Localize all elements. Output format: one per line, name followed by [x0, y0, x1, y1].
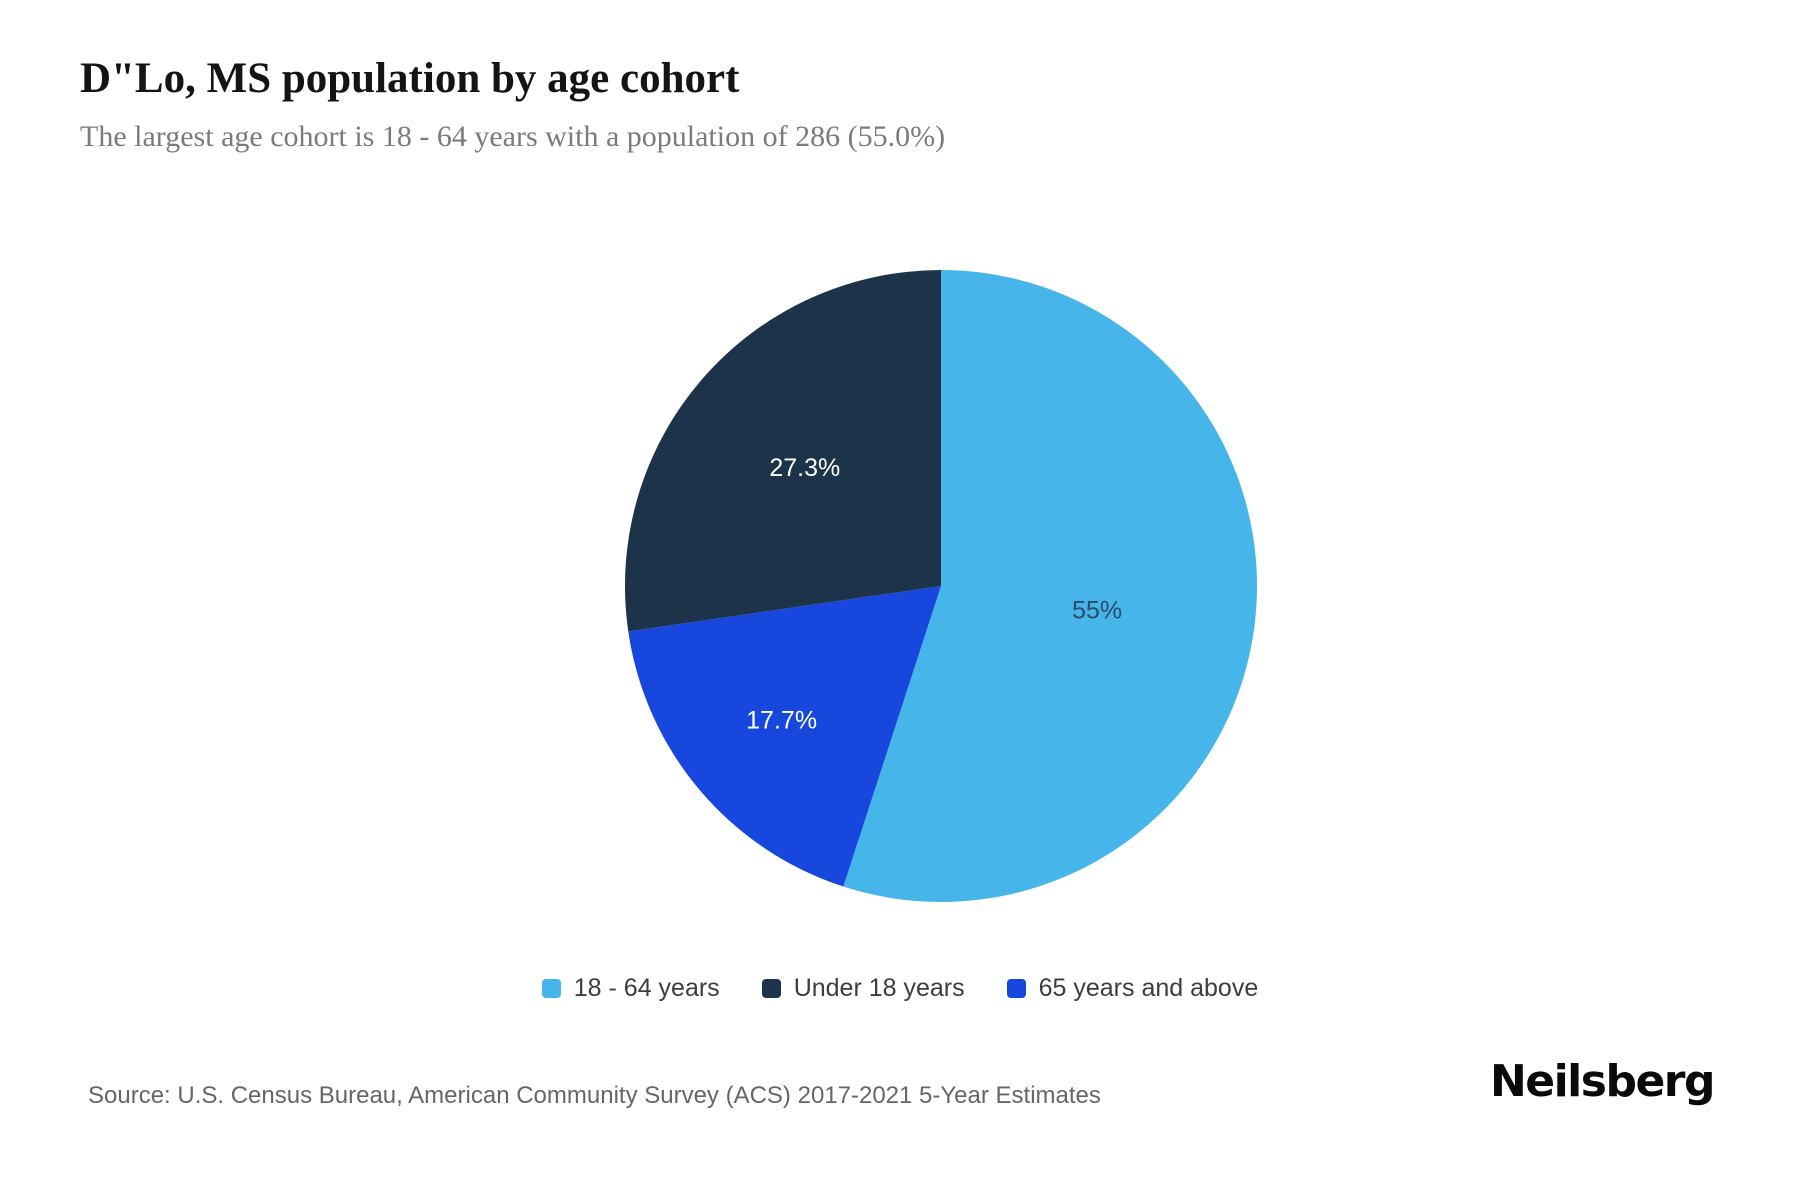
pie-slice-under-18-years[interactable]: [624, 270, 941, 632]
pie-slice-label: 17.7%: [746, 706, 817, 734]
pie-slice-label: 55%: [1072, 597, 1122, 625]
legend-swatch-icon: [1006, 979, 1026, 998]
legend-swatch-icon: [761, 979, 781, 998]
pie-slice-18-64-years[interactable]: [843, 270, 1258, 903]
legend-item-18-64-years[interactable]: 18 - 64 years: [541, 974, 720, 1003]
pie-slice-65-years-and-above[interactable]: [628, 586, 941, 887]
legend-label: 65 years and above: [1038, 974, 1259, 1002]
source-attribution: Source: U.S. Census Bureau, American Com…: [88, 1082, 1101, 1109]
legend-label: 18 - 64 years: [573, 974, 720, 1002]
legend-item-under-18-years[interactable]: Under 18 years: [761, 974, 965, 1003]
brand-logo: Neilsberg: [1489, 1056, 1716, 1107]
legend-label: Under 18 years: [793, 974, 965, 1002]
legend: 18 - 64 years Under 18 years 65 years an…: [0, 974, 1800, 1003]
pie-chart: 55% 17.7% 27.3%: [624, 270, 1258, 903]
chart-title: D"Lo, MS population by age cohort: [80, 55, 740, 102]
pie-slice-label: 27.3%: [769, 454, 840, 482]
legend-swatch-icon: [541, 979, 561, 998]
legend-item-65-years-and-above[interactable]: 65 years and above: [1006, 974, 1259, 1003]
chart-subtitle: The largest age cohort is 18 - 64 years …: [80, 120, 946, 153]
